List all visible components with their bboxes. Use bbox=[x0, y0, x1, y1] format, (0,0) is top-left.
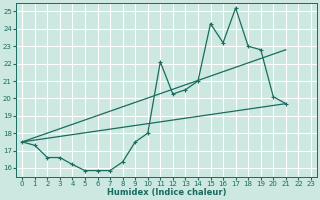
X-axis label: Humidex (Indice chaleur): Humidex (Indice chaleur) bbox=[107, 188, 226, 197]
